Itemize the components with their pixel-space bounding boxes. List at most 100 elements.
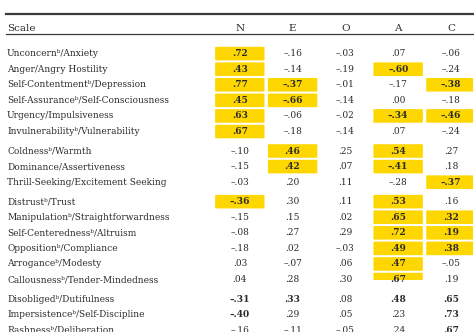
Text: .32: .32 [443, 213, 459, 222]
Text: Invulnerabilityᵇ/Vulnerability: Invulnerabilityᵇ/Vulnerability [7, 127, 140, 136]
Text: Scale: Scale [7, 24, 36, 33]
FancyBboxPatch shape [215, 195, 264, 208]
Text: –.24: –.24 [442, 65, 460, 74]
Text: Arroganceᵇ/Modesty: Arroganceᵇ/Modesty [7, 260, 101, 269]
Text: –.24: –.24 [442, 127, 460, 136]
Text: –.34: –.34 [388, 112, 408, 121]
Text: .27: .27 [444, 146, 458, 155]
Text: E: E [289, 24, 296, 33]
Text: .15: .15 [285, 213, 300, 222]
Text: .46: .46 [285, 146, 301, 155]
FancyBboxPatch shape [268, 144, 317, 158]
Text: .06: .06 [338, 260, 353, 269]
Text: –.10: –.10 [230, 146, 249, 155]
Text: –.03: –.03 [230, 178, 249, 187]
Text: Distrustᵇ/Trust: Distrustᵇ/Trust [7, 197, 75, 206]
FancyBboxPatch shape [426, 78, 474, 92]
Text: –.18: –.18 [441, 96, 460, 105]
Text: –.01: –.01 [336, 80, 355, 89]
FancyBboxPatch shape [215, 109, 264, 123]
Text: –.08: –.08 [230, 228, 249, 237]
FancyBboxPatch shape [374, 210, 423, 224]
FancyBboxPatch shape [268, 78, 317, 92]
Text: –.14: –.14 [336, 96, 355, 105]
FancyBboxPatch shape [374, 242, 423, 255]
Text: .65: .65 [443, 294, 459, 303]
Text: .29: .29 [338, 228, 353, 237]
Text: .53: .53 [390, 197, 406, 206]
FancyBboxPatch shape [268, 292, 317, 306]
Text: .30: .30 [285, 197, 300, 206]
FancyBboxPatch shape [374, 273, 423, 287]
Text: .30: .30 [338, 275, 353, 284]
Text: Dominance/Assertiveness: Dominance/Assertiveness [7, 162, 125, 171]
Text: .47: .47 [390, 260, 406, 269]
Text: .72: .72 [232, 49, 248, 58]
Text: .24: .24 [391, 326, 405, 332]
FancyBboxPatch shape [215, 78, 264, 92]
Text: .19: .19 [444, 275, 458, 284]
Text: –.19: –.19 [336, 65, 355, 74]
FancyBboxPatch shape [215, 62, 264, 76]
Text: –.40: –.40 [230, 310, 250, 319]
Text: Impersistenceᵇ/Self-Discipline: Impersistenceᵇ/Self-Discipline [7, 310, 145, 319]
Text: .08: .08 [338, 294, 353, 303]
Text: .48: .48 [390, 294, 406, 303]
Text: .07: .07 [338, 162, 353, 171]
Text: .63: .63 [232, 112, 248, 121]
FancyBboxPatch shape [374, 62, 423, 76]
Text: –.14: –.14 [336, 127, 355, 136]
Text: –.60: –.60 [388, 65, 408, 74]
Text: –.06: –.06 [283, 112, 302, 121]
Text: .29: .29 [285, 310, 300, 319]
FancyBboxPatch shape [215, 292, 264, 306]
FancyBboxPatch shape [374, 144, 423, 158]
Text: Oppositionᵇ/Compliance: Oppositionᵇ/Compliance [7, 244, 118, 253]
Text: .20: .20 [285, 178, 300, 187]
Text: –.28: –.28 [389, 178, 408, 187]
Text: A: A [394, 24, 402, 33]
Text: .16: .16 [444, 197, 458, 206]
Text: N: N [235, 24, 245, 33]
FancyBboxPatch shape [426, 323, 474, 332]
FancyBboxPatch shape [426, 109, 474, 123]
Text: Coldnessᵇ/Warmth: Coldnessᵇ/Warmth [7, 146, 91, 155]
Text: Self-Centerednessᵇ/Altruism: Self-Centerednessᵇ/Altruism [7, 228, 137, 237]
Text: Self-Contentmentᵇ/Depression: Self-Contentmentᵇ/Depression [7, 80, 146, 89]
FancyBboxPatch shape [374, 292, 423, 306]
Text: –.18: –.18 [283, 127, 302, 136]
Text: –.05: –.05 [336, 326, 355, 332]
FancyBboxPatch shape [426, 175, 474, 189]
Text: .45: .45 [232, 96, 248, 105]
Text: .25: .25 [338, 146, 353, 155]
Text: .07: .07 [391, 127, 405, 136]
FancyBboxPatch shape [215, 94, 264, 107]
FancyBboxPatch shape [268, 94, 317, 107]
Text: Manipulationᵇ/Straightforwardness: Manipulationᵇ/Straightforwardness [7, 213, 170, 222]
Text: –.17: –.17 [389, 80, 408, 89]
Text: Unconcernᵇ/Anxiety: Unconcernᵇ/Anxiety [7, 49, 99, 58]
Text: .67: .67 [232, 127, 248, 136]
Text: .05: .05 [338, 310, 353, 319]
Text: .02: .02 [285, 244, 300, 253]
Text: .11: .11 [338, 197, 353, 206]
Text: Disobligedᵇ/Dutifulness: Disobligedᵇ/Dutifulness [7, 294, 114, 303]
Text: .02: .02 [338, 213, 353, 222]
Text: Self-Assuranceᵇ/Self-Consciousness: Self-Assuranceᵇ/Self-Consciousness [7, 96, 169, 105]
Text: .18: .18 [444, 162, 458, 171]
Text: –.31: –.31 [229, 294, 250, 303]
Text: Thrill-Seeking/Excitement Seeking: Thrill-Seeking/Excitement Seeking [7, 178, 166, 187]
Text: .77: .77 [232, 80, 248, 89]
Text: –.02: –.02 [336, 112, 355, 121]
Text: –.18: –.18 [230, 244, 249, 253]
Text: –.46: –.46 [441, 112, 461, 121]
FancyBboxPatch shape [426, 226, 474, 240]
Text: .43: .43 [232, 65, 248, 74]
Text: .67: .67 [443, 326, 459, 332]
Text: –.15: –.15 [230, 213, 249, 222]
Text: Rashnessᵇ/Deliberation: Rashnessᵇ/Deliberation [7, 326, 114, 332]
FancyBboxPatch shape [215, 47, 264, 60]
Text: –.36: –.36 [229, 197, 250, 206]
Text: –.16: –.16 [230, 326, 249, 332]
FancyBboxPatch shape [374, 195, 423, 208]
